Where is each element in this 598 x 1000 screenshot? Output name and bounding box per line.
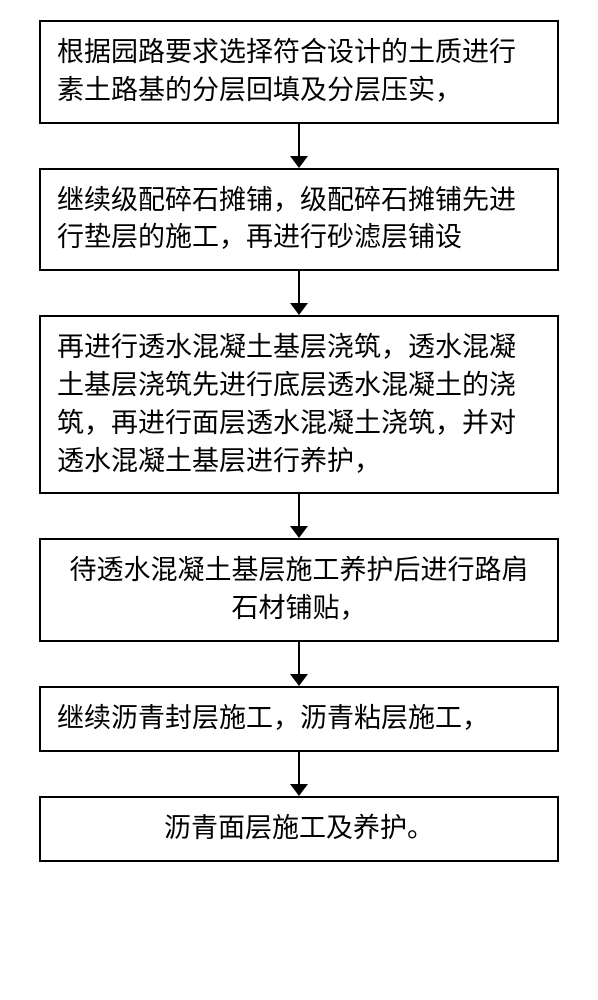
flow-step-text: 沥青面层施工及养护。 bbox=[164, 813, 434, 843]
arrow-head-icon bbox=[290, 156, 308, 168]
flow-arrow bbox=[290, 752, 308, 796]
flow-step-3: 再进行透水混凝土基层浇筑，透水混凝土基层浇筑先进行底层透水混凝土的浇筑，再进行面… bbox=[39, 315, 559, 494]
flow-arrow bbox=[290, 124, 308, 168]
flow-arrow bbox=[290, 494, 308, 538]
arrow-line bbox=[298, 124, 300, 156]
flow-step-text: 再进行透水混凝土基层浇筑，透水混凝土基层浇筑先进行底层透水混凝土的浇筑，再进行面… bbox=[57, 332, 516, 475]
arrow-line bbox=[298, 642, 300, 674]
arrow-head-icon bbox=[290, 526, 308, 538]
flow-step-4: 待透水混凝土基层施工养护后进行路肩石材铺贴， bbox=[39, 538, 559, 642]
arrow-line bbox=[298, 752, 300, 784]
flow-step-text: 待透水混凝土基层施工养护后进行路肩石材铺贴， bbox=[70, 555, 529, 623]
flowchart-container: 根据园路要求选择符合设计的土质进行素土路基的分层回填及分层压实， 继续级配碎石摊… bbox=[0, 0, 598, 882]
flow-step-text: 继续级配碎石摊铺，级配碎石摊铺先进行垫层的施工，再进行砂滤层铺设 bbox=[57, 185, 516, 253]
flow-step-5: 继续沥青封层施工，沥青粘层施工， bbox=[39, 686, 559, 752]
arrow-head-icon bbox=[290, 784, 308, 796]
flow-step-6: 沥青面层施工及养护。 bbox=[39, 796, 559, 862]
flow-arrow bbox=[290, 271, 308, 315]
arrow-line bbox=[298, 494, 300, 526]
arrow-line bbox=[298, 271, 300, 303]
flow-arrow bbox=[290, 642, 308, 686]
flow-step-2: 继续级配碎石摊铺，级配碎石摊铺先进行垫层的施工，再进行砂滤层铺设 bbox=[39, 168, 559, 272]
arrow-head-icon bbox=[290, 303, 308, 315]
flow-step-text: 继续沥青封层施工，沥青粘层施工， bbox=[57, 703, 489, 733]
flow-step-text: 根据园路要求选择符合设计的土质进行素土路基的分层回填及分层压实， bbox=[57, 37, 516, 105]
arrow-head-icon bbox=[290, 674, 308, 686]
flow-step-1: 根据园路要求选择符合设计的土质进行素土路基的分层回填及分层压实， bbox=[39, 20, 559, 124]
